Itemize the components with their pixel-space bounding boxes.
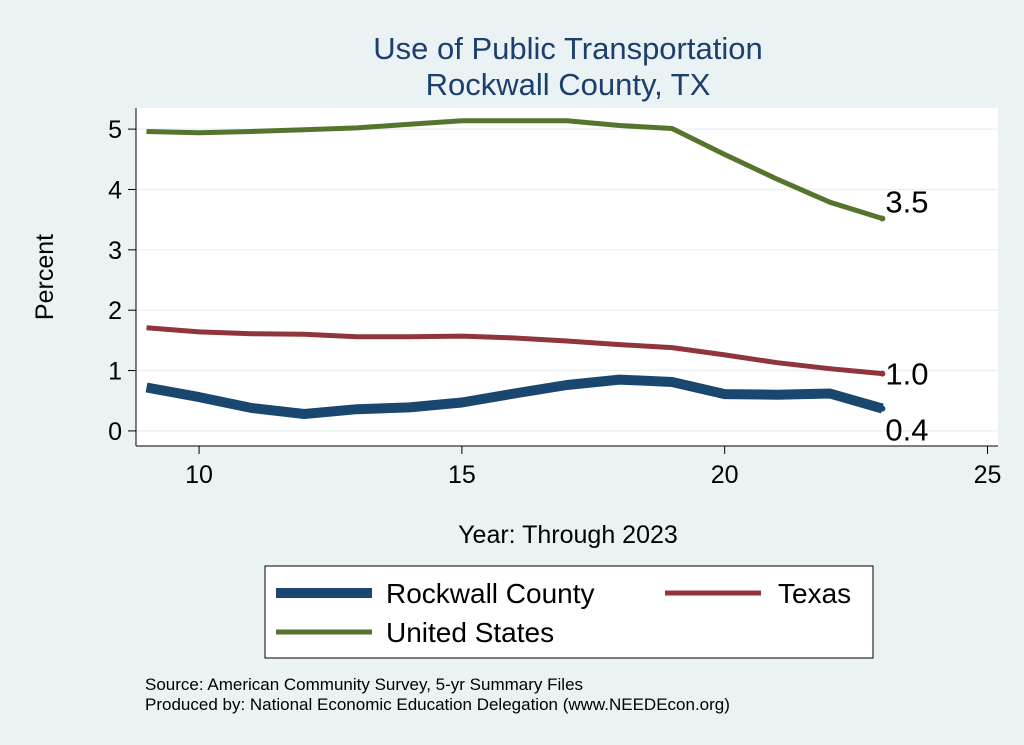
end-marker-rockwall-county — [879, 405, 886, 412]
legend-box — [264, 565, 874, 659]
chart-title: Use of Public Transportation — [373, 31, 762, 66]
chart-subtitle: Rockwall County, TX — [426, 67, 711, 102]
x-tick-label-20: 20 — [711, 461, 739, 489]
plot-area — [136, 108, 998, 446]
end-marker-united-states — [879, 215, 886, 222]
x-tick-label-25: 25 — [974, 461, 1002, 489]
legend-label-rockwall: Rockwall County — [386, 578, 595, 609]
end-label-rockwall-county: 0.4 — [885, 413, 928, 448]
axis-ticks: 0 1 2 3 4 5 10 15 20 25 — [108, 116, 1001, 489]
x-axis-title: Year: Through 2023 — [458, 521, 678, 549]
y-tick-label-0: 0 — [108, 418, 122, 446]
end-labels: 3.5 1.0 0.4 — [885, 184, 928, 447]
legend: Rockwall County Texas United States — [264, 565, 874, 659]
y-axis-title: Percent — [31, 234, 59, 320]
series-line-rockwall-county — [145, 374, 884, 419]
y-tick-label-2: 2 — [108, 297, 122, 325]
legend-label-texas: Texas — [778, 578, 851, 609]
end-label-united-states: 3.5 — [885, 184, 928, 219]
producer-note: Produced by: National Economic Education… — [145, 695, 730, 714]
y-tick-label-4: 4 — [108, 176, 122, 204]
end-marker-texas — [879, 370, 886, 377]
series-line-united-states — [146, 118, 884, 221]
end-label-texas: 1.0 — [885, 357, 928, 392]
series-lines — [145, 118, 886, 419]
series-line-texas — [146, 325, 883, 377]
source-note: Source: American Community Survey, 5-yr … — [145, 675, 583, 694]
y-tick-label-3: 3 — [108, 237, 122, 265]
x-tick-label-10: 10 — [185, 461, 213, 489]
legend-label-us: United States — [386, 617, 554, 648]
y-tick-label-1: 1 — [108, 358, 122, 386]
x-tick-label-15: 15 — [448, 461, 476, 489]
y-tick-label-5: 5 — [108, 116, 122, 144]
